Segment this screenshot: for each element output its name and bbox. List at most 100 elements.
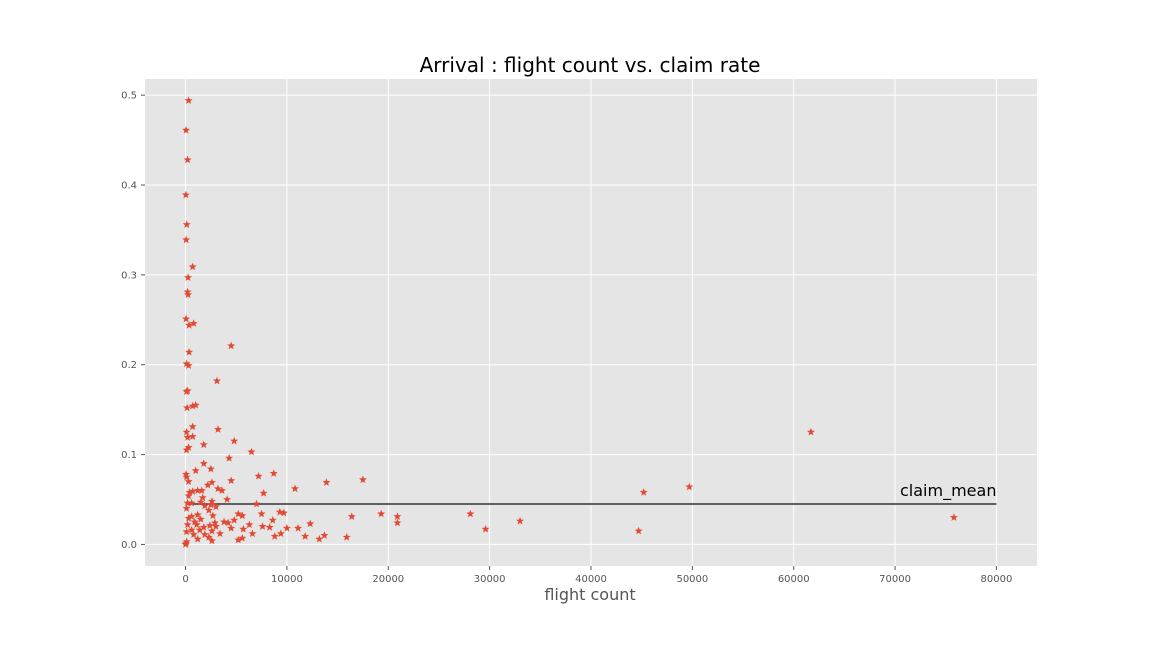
data-point: [230, 436, 239, 445]
x-tick-label: 30000: [474, 574, 506, 585]
data-point: [220, 517, 229, 526]
data-point: [320, 531, 329, 539]
x-axis-label: flight count: [544, 585, 635, 604]
data-point: [190, 517, 199, 526]
data-point: [234, 509, 243, 518]
data-point: [393, 512, 402, 520]
data-point: [196, 515, 205, 523]
x-tick-label: 0: [182, 574, 188, 585]
data-point: [342, 533, 351, 541]
data-point: [193, 486, 202, 494]
data-point: [685, 482, 694, 491]
data-point: [207, 526, 216, 535]
grid-lines: [145, 79, 1037, 566]
data-point: [218, 486, 227, 494]
data-point: [393, 518, 402, 527]
data-point: [182, 504, 191, 512]
data-point: [238, 533, 247, 542]
data-point: [358, 475, 367, 484]
data-point: [634, 526, 643, 535]
x-tick-label: 40000: [575, 574, 607, 585]
data-point: [182, 470, 191, 478]
data-point: [187, 525, 196, 534]
data-point: [254, 471, 263, 480]
data-point: [184, 273, 193, 281]
data-point: [213, 484, 222, 493]
data-point: [187, 512, 196, 520]
y-tick-label: 0.5: [121, 91, 137, 102]
data-point: [259, 489, 268, 497]
data-point: [466, 509, 475, 518]
data-point: [185, 488, 194, 496]
data-point: [185, 321, 194, 329]
data-point: [181, 190, 190, 199]
data-point: [245, 520, 254, 529]
data-point: [184, 477, 193, 485]
data-point: [182, 527, 191, 536]
data-point: [247, 447, 256, 456]
data-point: [207, 478, 216, 486]
data-point: [184, 491, 193, 500]
data-point: [181, 540, 190, 548]
axis-ticks: 0 10000 20000 30000 40000 50000 60000 70000 8000…: [121, 91, 1012, 585]
x-tick-label: 60000: [778, 574, 810, 585]
data-point: [268, 515, 277, 524]
data-point: [204, 506, 213, 514]
y-tick-label: 0.0: [121, 540, 137, 551]
data-point: [182, 220, 191, 228]
data-point: [279, 508, 288, 517]
data-point: [183, 155, 192, 164]
data-point: [188, 422, 197, 431]
data-point: [184, 96, 193, 104]
data-point: [199, 523, 208, 531]
data-point: [230, 515, 239, 524]
data-point: [238, 511, 247, 520]
data-point: [204, 533, 213, 541]
data-point: [184, 443, 193, 451]
data-point: [182, 445, 191, 454]
data-point: [187, 498, 196, 507]
data-point: [377, 509, 386, 518]
data-point: [197, 486, 206, 494]
data-point: [193, 534, 202, 543]
data-point: [199, 459, 208, 467]
data-point: [206, 500, 215, 509]
x-tick-label: 50000: [676, 574, 708, 585]
data-point: [294, 524, 303, 532]
data-point: [195, 525, 204, 534]
data-point: [200, 530, 209, 538]
data-point: [185, 347, 194, 356]
data-point: [227, 341, 236, 350]
data-point: [184, 290, 193, 299]
data-point: [227, 524, 236, 532]
data-point: [265, 523, 274, 531]
data-point: [182, 235, 191, 244]
data-point: [182, 472, 191, 481]
data-point: [481, 524, 490, 533]
data-point: [182, 427, 191, 436]
scatter-points: [181, 96, 958, 548]
x-tick-label: 20000: [372, 574, 404, 585]
data-point: [276, 529, 285, 538]
data-point: [227, 476, 236, 485]
data-point: [306, 519, 315, 528]
x-tick-label: 70000: [879, 574, 911, 585]
data-point: [183, 498, 192, 507]
data-point: [315, 534, 324, 543]
data-point: [239, 524, 248, 533]
data-point: [183, 386, 192, 395]
data-point: [191, 466, 200, 475]
data-point: [257, 509, 266, 518]
data-point: [206, 464, 215, 473]
data-point: [949, 513, 958, 521]
y-tick-label: 0.2: [121, 360, 137, 371]
data-point: [207, 497, 216, 505]
data-point: [806, 427, 815, 436]
chart-title: Arrival : flight count vs. claim rate: [420, 53, 761, 77]
data-point: [189, 530, 198, 538]
data-point: [216, 529, 224, 538]
data-point: [182, 359, 191, 368]
data-point: [347, 512, 356, 520]
